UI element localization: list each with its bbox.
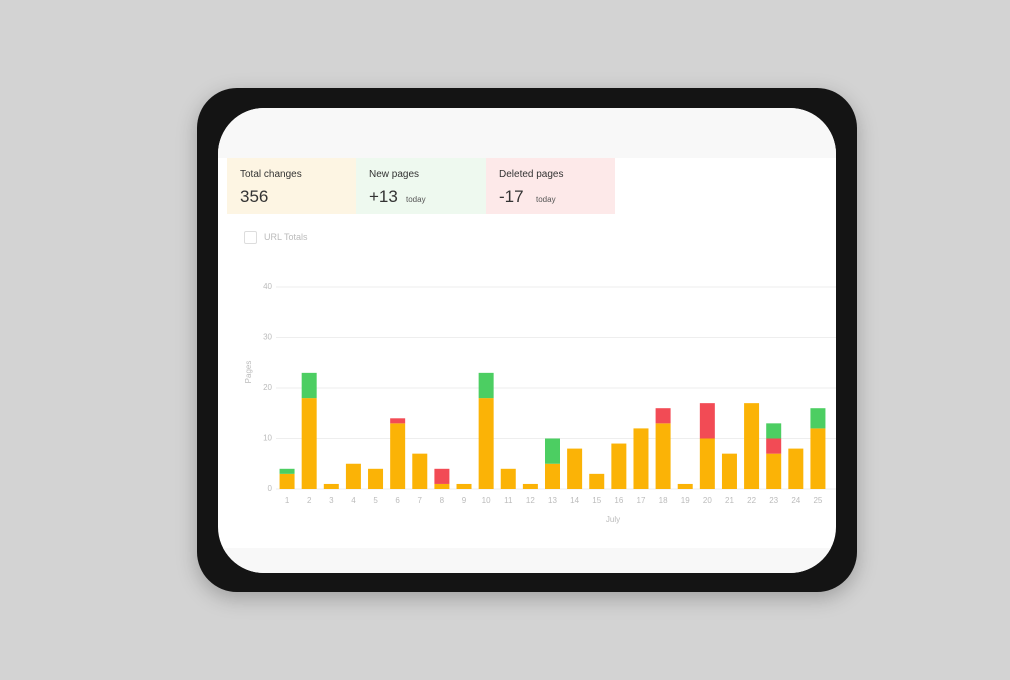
screen: Total changes 356 New pages +13 today De…: [218, 108, 836, 573]
x-tick-label: 11: [504, 496, 513, 505]
card-note: today: [536, 195, 556, 204]
bar-segment: [611, 443, 627, 489]
x-tick-label: 9: [462, 496, 467, 505]
x-tick-label: 16: [614, 496, 623, 505]
y-tick-label: 30: [263, 333, 272, 342]
card-value: +13: [369, 187, 398, 206]
bar-segment: [721, 453, 737, 489]
bar-segment: [323, 483, 339, 489]
bar-segment: [390, 418, 406, 424]
toggle-label: URL Totals: [264, 231, 308, 242]
x-tick-label: 5: [373, 496, 378, 505]
bar-segment: [545, 438, 560, 464]
bar-segment: [766, 438, 782, 454]
bar-segment: [279, 473, 295, 489]
x-tick-label: 20: [703, 496, 712, 505]
x-tick-label: 13: [548, 496, 557, 505]
bar-segment: [655, 423, 671, 489]
bar-segment: [699, 438, 715, 489]
header-band: [218, 108, 836, 158]
x-tick-label: 15: [592, 496, 601, 505]
bar-segment: [655, 408, 671, 424]
x-tick-label: 18: [659, 496, 668, 505]
x-tick-label: 6: [395, 496, 400, 505]
card-note: today: [406, 195, 426, 204]
bar-segment: [589, 473, 605, 489]
bar-segment: [279, 468, 295, 474]
checkbox[interactable]: [244, 231, 257, 244]
stat-card: Total changes 356: [227, 158, 356, 214]
stat-card: Deleted pages -17 today: [486, 158, 615, 214]
bar-segment: [390, 423, 406, 489]
bar-segment: [412, 453, 428, 489]
x-tick-label: 4: [351, 496, 356, 505]
y-tick-label: 20: [263, 383, 272, 392]
x-tick-label: 7: [418, 496, 423, 505]
bar-segment: [500, 468, 516, 489]
x-axis-label: July: [606, 515, 620, 524]
bar-segment: [478, 372, 494, 399]
x-tick-label: 10: [482, 496, 491, 505]
card-value: -17: [499, 187, 524, 206]
bar-segment: [766, 453, 782, 489]
x-tick-label: 22: [747, 496, 756, 505]
bar-segment: [478, 398, 494, 489]
x-tick-label: 17: [637, 496, 646, 505]
y-tick-label: 0: [268, 484, 273, 493]
bar-segment: [788, 448, 804, 489]
bar-segment: [522, 483, 538, 489]
footer-band: [218, 548, 836, 573]
bar-segment: [810, 428, 826, 489]
bar-segment: [301, 372, 317, 399]
toggle[interactable]: URL Totals: [244, 231, 308, 244]
card-label: Deleted pages: [499, 169, 564, 180]
bar-segment: [456, 483, 472, 489]
card-label: New pages: [369, 169, 420, 180]
bar-segment: [699, 403, 715, 439]
x-tick-label: 3: [329, 496, 334, 505]
bar-segment: [345, 463, 361, 489]
x-tick-label: 19: [681, 496, 690, 505]
card-value: 356: [240, 187, 269, 206]
bar-segment: [545, 463, 560, 489]
y-tick-label: 10: [263, 434, 272, 443]
y-tick-label: 40: [263, 282, 272, 291]
bar-segment: [766, 423, 782, 439]
bar-segment: [567, 448, 583, 489]
x-tick-label: 24: [791, 496, 800, 505]
bar-segment: [301, 398, 317, 489]
bar-segment: [434, 483, 450, 489]
bar-segment: [810, 408, 826, 429]
bar-segment: [633, 428, 649, 489]
bar-segment: [434, 468, 450, 484]
x-tick-label: 12: [526, 496, 535, 505]
bar-segment: [368, 468, 384, 489]
card-label: Total changes: [240, 169, 302, 180]
stat-card: New pages +13 today: [356, 158, 486, 214]
y-axis-label: Pages: [244, 361, 253, 384]
bar-segment: [677, 483, 693, 489]
x-tick-label: 8: [440, 496, 445, 505]
x-tick-label: 14: [570, 496, 579, 505]
x-tick-label: 21: [725, 496, 734, 505]
bar-segment: [744, 403, 760, 489]
x-tick-label: 25: [813, 496, 822, 505]
x-tick-label: 1: [285, 496, 290, 505]
x-tick-label: 2: [307, 496, 312, 505]
x-tick-label: 23: [769, 496, 778, 505]
